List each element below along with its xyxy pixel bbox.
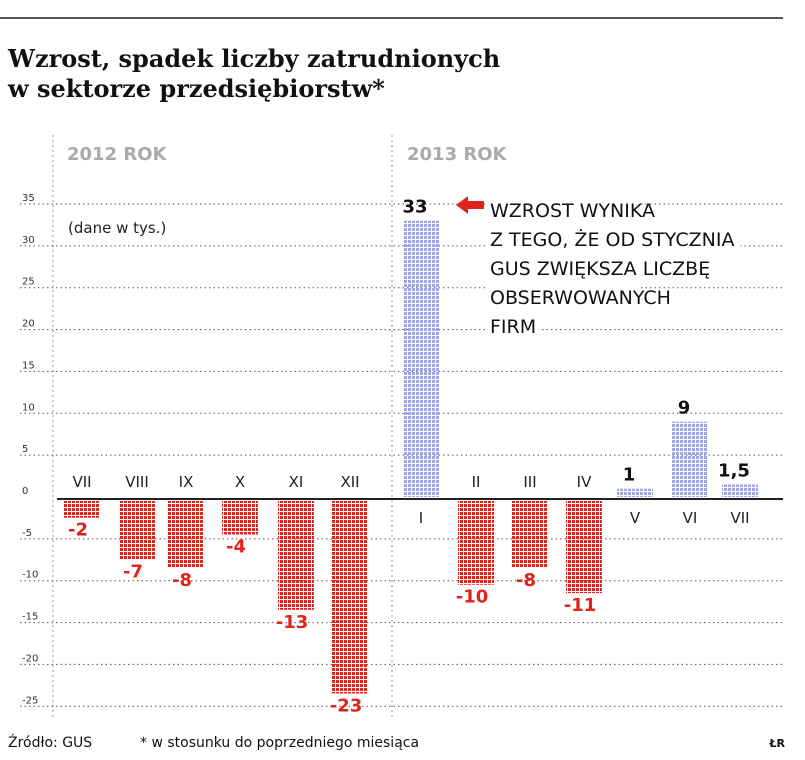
annotation-background xyxy=(486,314,539,340)
data-label: -7 xyxy=(123,562,143,583)
data-label: -2 xyxy=(68,520,88,541)
x-category-label: X xyxy=(235,473,245,491)
x-category-label: XII xyxy=(340,473,359,491)
chart-title: Wzrost, spadek liczby zatrudnionych w se… xyxy=(8,44,778,104)
x-category-label: VI xyxy=(683,509,698,527)
bar xyxy=(119,501,155,560)
annotation-background xyxy=(486,227,741,253)
data-label: -11 xyxy=(564,595,597,616)
title-line-1: Wzrost, spadek liczby zatrudnionych xyxy=(8,44,501,73)
y-tick-label: 25 xyxy=(22,277,35,288)
bar xyxy=(672,421,708,497)
bar xyxy=(332,501,368,694)
x-category-label: V xyxy=(630,509,641,527)
y-tick-label: 20 xyxy=(22,319,35,330)
y-tick-label: -15 xyxy=(22,612,38,623)
x-category-label: IV xyxy=(577,473,592,491)
bar xyxy=(168,501,204,568)
annotation-background xyxy=(486,285,640,311)
y-tick-label: 35 xyxy=(22,193,35,204)
annotation-arrow-icon xyxy=(456,196,484,214)
y-tick-label: -10 xyxy=(22,570,38,581)
annotation-text: FIRM xyxy=(490,316,536,338)
annotation-text: OBSERWOWANYCH xyxy=(490,287,671,309)
x-category-label: VII xyxy=(730,509,749,527)
y-tick-label: 0 xyxy=(22,486,28,497)
y-tick-label: -20 xyxy=(22,653,38,664)
y-tick-label: -5 xyxy=(22,528,32,539)
annotation-background xyxy=(486,256,707,282)
bar xyxy=(278,501,314,610)
bar xyxy=(222,501,258,535)
bar xyxy=(617,488,653,497)
x-category-label: VII xyxy=(72,473,91,491)
data-label: 1 xyxy=(623,465,636,486)
x-category-label: IX xyxy=(179,473,194,491)
bar xyxy=(512,501,548,568)
data-label: 33 xyxy=(402,197,427,218)
data-label: -13 xyxy=(276,612,309,633)
data-label: -23 xyxy=(330,696,363,717)
data-label: 9 xyxy=(678,398,691,419)
bar xyxy=(722,484,758,497)
title-line-2: w sektorze przedsiębiorstw* xyxy=(8,74,385,103)
bar xyxy=(403,220,439,497)
x-category-label: I xyxy=(419,509,423,527)
data-label: -10 xyxy=(456,587,489,608)
data-label: -8 xyxy=(516,570,536,591)
y-tick-label: 5 xyxy=(22,444,28,455)
year-label-2013: 2013 ROK xyxy=(407,144,508,165)
author-credit: ŁR xyxy=(769,737,785,750)
footnote: * w stosunku do poprzedniego miesiąca xyxy=(140,735,420,751)
annotation-text: GUS ZWIĘKSZA LICZBĘ xyxy=(490,258,710,280)
y-tick-label: 10 xyxy=(22,402,35,413)
annotation-text: WZROST WYNIKA xyxy=(490,200,655,222)
bar xyxy=(458,501,494,585)
annotation-text: Z TEGO, ŻE OD STYCZNIA xyxy=(490,228,734,251)
y-tick-label: 30 xyxy=(22,235,35,246)
annotation-background xyxy=(486,198,640,224)
bar-chart: 2012 ROK 2013 ROK 35 30 25 20 15 10 5 0 -5 -10 -15 -2… xyxy=(20,135,783,720)
units-note: (dane w tys.) xyxy=(68,219,166,237)
year-label-2012: 2012 ROK xyxy=(67,144,168,165)
x-category-label: III xyxy=(523,473,536,491)
x-category-label: VIII xyxy=(125,473,149,491)
y-tick-label: 15 xyxy=(22,360,35,371)
data-label: -4 xyxy=(226,536,246,557)
x-category-label: II xyxy=(472,473,481,491)
bar xyxy=(566,501,602,594)
top-rule xyxy=(0,17,783,19)
x-category-label: XI xyxy=(289,473,304,491)
source-note: Źródło: GUS xyxy=(8,735,93,751)
data-label: 1,5 xyxy=(718,460,750,481)
data-label: -8 xyxy=(172,570,192,591)
y-tick-label: -25 xyxy=(22,695,38,706)
bar xyxy=(64,501,100,518)
